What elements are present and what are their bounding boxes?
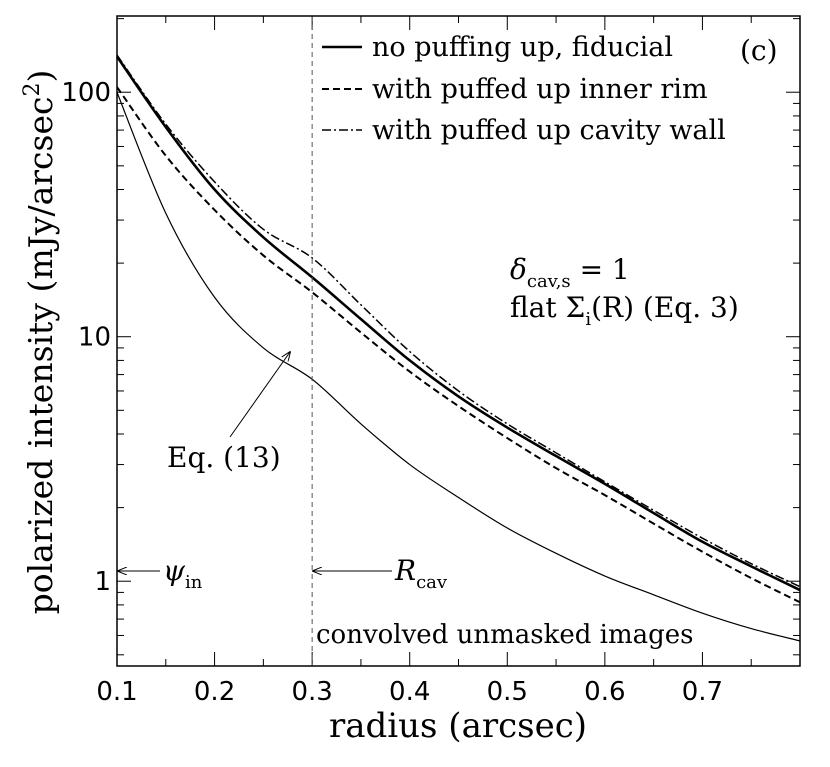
series-fiducial xyxy=(115,55,801,592)
x-tick-label: 0.4 xyxy=(389,677,430,707)
x-tick-label: 0.7 xyxy=(682,677,723,707)
series-eq13 xyxy=(116,91,801,642)
series-puffed-inner-rim xyxy=(116,86,801,604)
y-tick-label: 1 xyxy=(94,567,111,597)
eq13-arrow xyxy=(229,352,290,438)
psi-label: ψin xyxy=(163,554,203,593)
delta-annotation: δcav,s = 1 xyxy=(510,253,630,292)
figure-footer-text: convolved unmasked images xyxy=(316,620,693,650)
rcav-label: Rcav xyxy=(394,554,448,593)
series-puffed-cavity-wall xyxy=(116,54,801,588)
x-tick-label: 0.5 xyxy=(487,677,528,707)
x-tick-label: 0.3 xyxy=(291,677,332,707)
y-tick-label: 100 xyxy=(61,78,111,108)
x-axis-label: radius (arcsec) xyxy=(329,706,587,746)
x-tick-label: 0.2 xyxy=(194,677,235,707)
x-tick-label: 0.6 xyxy=(584,677,625,707)
x-tick-label: 0.1 xyxy=(96,677,137,707)
y-axis-label: polarized intensity (mJy/arcsec2) xyxy=(20,70,60,615)
legend: no puffing up, fiducial with puffed up i… xyxy=(322,32,726,146)
panel-label: (c) xyxy=(740,34,778,67)
plot-frame xyxy=(116,15,801,667)
axis-ticks xyxy=(116,16,801,666)
series-lines xyxy=(115,54,801,642)
tick-labels: 0.1 0.2 0.3 0.4 0.5 0.6 0.7 1 10 100 xyxy=(61,78,723,707)
legend-label-inner-rim: with puffed up inner rim xyxy=(372,74,708,105)
legend-label-fiducial: no puffing up, fiducial xyxy=(372,32,673,63)
y-tick-label: 10 xyxy=(78,323,111,353)
sigma-annotation: flat Σi(R) (Eq. 3) xyxy=(510,291,739,330)
eq13-label: Eq. (13) xyxy=(167,441,281,474)
legend-label-cavity-wall: with puffed up cavity wall xyxy=(372,115,726,146)
